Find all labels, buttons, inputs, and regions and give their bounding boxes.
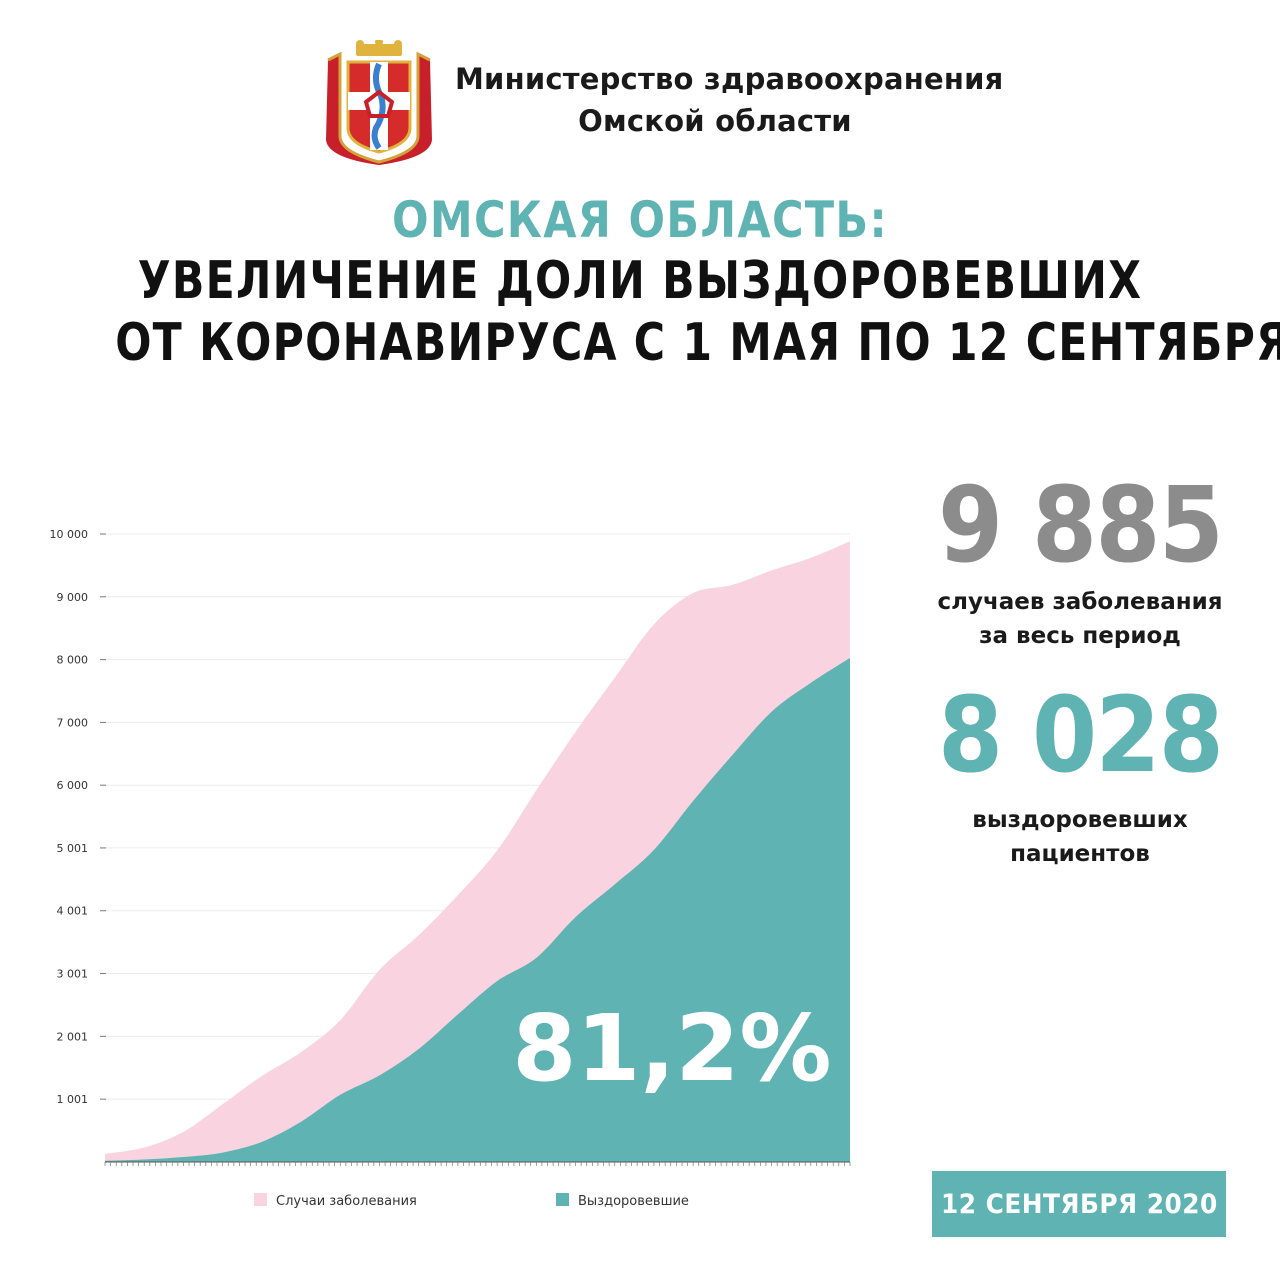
legend-swatch <box>556 1193 569 1206</box>
recovered-number: 8 028 <box>937 674 1224 796</box>
chart-areas <box>105 541 850 1162</box>
total-cases-label-line1: случаев заболевания <box>937 589 1223 615</box>
chart-legend: Случаи заболевания Выздоровевшие <box>254 1193 689 1209</box>
date-badge-text: 12 СЕНТЯБРЯ 2020 <box>940 1188 1218 1220</box>
ministry-name-line1: Министерство здравоохранения <box>455 62 1004 96</box>
legend-label: Случаи заболевания <box>276 1194 417 1209</box>
y-tick-label: 5 001 <box>57 842 89 855</box>
y-tick-label: 1 001 <box>57 1093 89 1106</box>
recovered-label-line1: выздоровевших <box>972 807 1188 833</box>
y-tick-label: 2 001 <box>57 1030 89 1043</box>
y-tick-label: 9 000 <box>57 591 89 604</box>
y-axis: 1 001 2 001 3 001 4 001 5 001 6 000 7 000 8 000… <box>50 528 850 1163</box>
recovered-label-line2: пациентов <box>1010 841 1150 867</box>
recovery-percentage-label: 81,2% <box>512 995 831 1102</box>
stats-panel: 9 885 случаев заболевания за весь период… <box>900 465 1260 871</box>
y-tick-label: 4 001 <box>57 905 89 918</box>
legend-label: Выздоровевшие <box>578 1194 689 1209</box>
title-line-3: ОТ КОРОНАВИРУСА С 1 МАЯ ПО 12 СЕНТЯБРЯ <box>115 313 1280 373</box>
header: Министерство здравоохранения Омской обла… <box>320 40 1003 165</box>
title-region: ОМСКАЯ ОБЛАСТЬ: <box>392 191 888 249</box>
ministry-name-line2: Омской области <box>578 104 852 138</box>
y-tick-label: 10 000 <box>50 528 89 541</box>
y-tick-label: 6 000 <box>57 779 89 792</box>
legend-swatch <box>254 1193 267 1206</box>
y-tick-label: 7 000 <box>57 716 89 729</box>
date-badge: 12 СЕНТЯБРЯ 2020 <box>932 1171 1226 1237</box>
coat-of-arms-icon <box>326 40 432 165</box>
y-tick-label: 8 000 <box>57 654 89 667</box>
area-chart: 1 001 2 001 3 001 4 001 5 001 6 000 7 000 8 000… <box>50 528 851 1209</box>
y-tick-label: 3 001 <box>57 968 89 981</box>
recovered-area <box>105 657 850 1162</box>
ministry-name: Министерство здравоохранения Омской обла… <box>455 58 1004 142</box>
total-cases-label-line2: за весь период <box>979 623 1181 649</box>
page-title: ОМСКАЯ ОБЛАСТЬ: УВЕЛИЧЕНИЕ ДОЛИ ВЫЗДОРОВ… <box>0 190 1280 374</box>
x-axis-ticks <box>104 1162 851 1166</box>
total-cases-number: 9 885 <box>937 464 1224 586</box>
title-line-2: УВЕЛИЧЕНИЕ ДОЛИ ВЫЗДОРОВЕВШИХ <box>137 251 1143 311</box>
